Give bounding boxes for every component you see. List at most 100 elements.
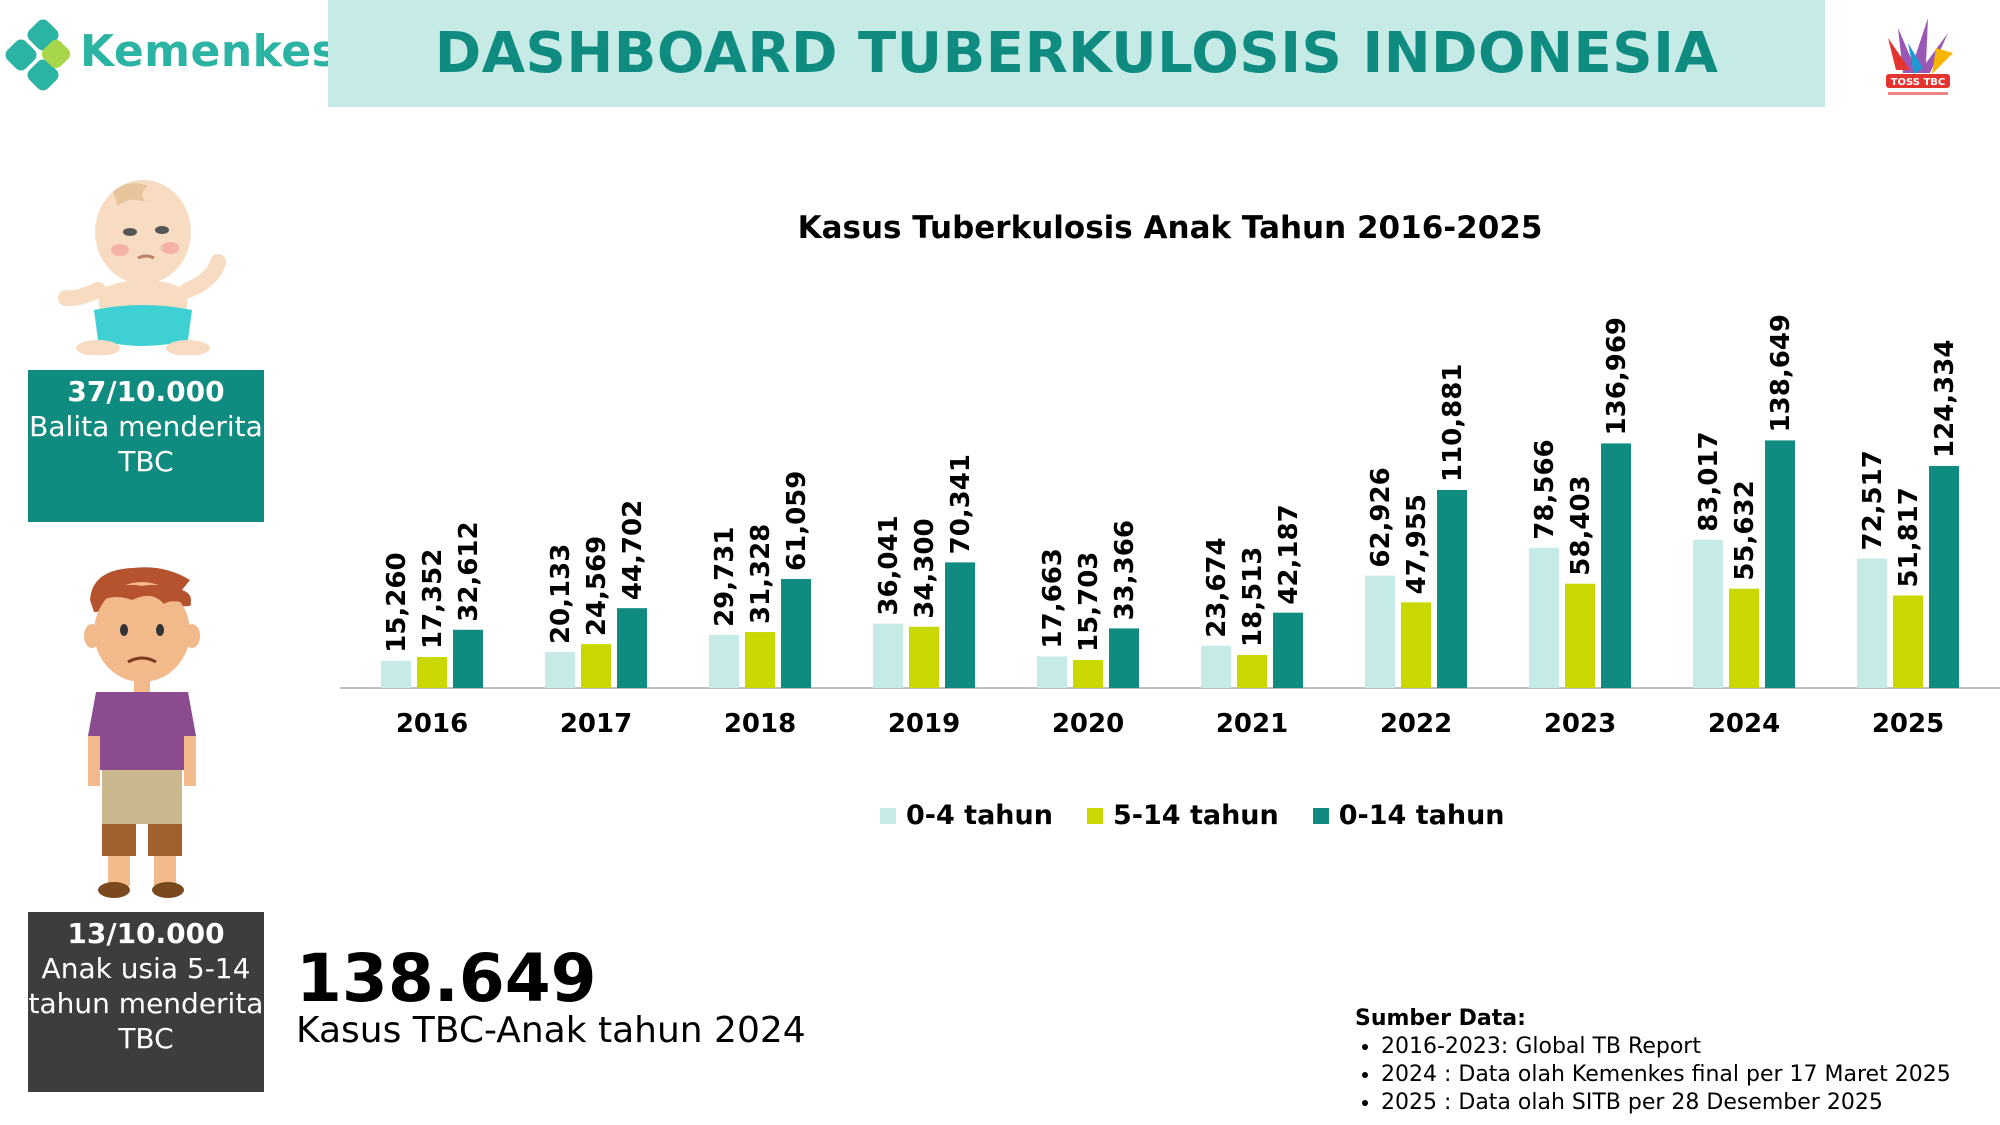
- bar-0-4-tahun-2018: [709, 634, 739, 688]
- baby-illustration: [58, 180, 226, 355]
- data-label: 17,352: [418, 549, 448, 649]
- balita-rate: 37/10.000: [67, 375, 225, 408]
- data-label: 72,517: [1858, 450, 1888, 550]
- legend-label: 5-14 tahun: [1112, 800, 1279, 831]
- child-illustration: [84, 567, 200, 898]
- data-label: 29,731: [710, 527, 740, 627]
- data-label: 32,612: [454, 521, 484, 621]
- bar-5-14-tahun-2020: [1073, 659, 1103, 688]
- bar-0-4-tahun-2023: [1529, 547, 1559, 688]
- data-label: 15,260: [382, 552, 412, 652]
- data-label: 124,334: [1930, 340, 1960, 458]
- data-label: 15,703: [1074, 552, 1104, 652]
- legend-label: 0-4 tahun: [906, 800, 1053, 831]
- anak-description: Anak usia 5-14 tahun menderita TBC: [28, 952, 264, 1055]
- bar-0-14-tahun-2023: [1601, 443, 1631, 688]
- data-label: 42,187: [1274, 504, 1304, 604]
- bar-5-14-tahun-2021: [1237, 654, 1267, 688]
- x-tick-label: 2016: [396, 709, 468, 739]
- bar-0-4-tahun-2024: [1693, 539, 1723, 688]
- legend-label: 0-14 tahun: [1338, 800, 1505, 831]
- legend-swatch: [1086, 807, 1103, 824]
- highlight-caption: Kasus TBC-Anak tahun 2024: [296, 1010, 806, 1051]
- data-label: 47,955: [1402, 494, 1432, 594]
- bar-0-4-tahun-2025: [1857, 558, 1887, 688]
- x-tick-label: 2024: [1708, 709, 1780, 739]
- data-label: 33,366: [1110, 520, 1140, 620]
- data-label: 110,881: [1438, 364, 1468, 482]
- chart-legend: 0-4 tahun 5-14 tahun 0-14 tahun: [880, 800, 1505, 831]
- bar-0-14-tahun-2019: [945, 562, 975, 688]
- bar-0-4-tahun-2016: [381, 660, 411, 688]
- x-tick-label: 2017: [560, 709, 632, 739]
- data-label: 138,649: [1766, 314, 1796, 432]
- bar-5-14-tahun-2024: [1729, 588, 1759, 688]
- bar-5-14-tahun-2019: [909, 626, 939, 688]
- data-label: 34,300: [910, 518, 940, 618]
- bar-5-14-tahun-2025: [1893, 595, 1923, 688]
- data-label: 83,017: [1694, 431, 1724, 531]
- highlight-value: 138.649: [296, 940, 597, 1017]
- data-label: 17,663: [1038, 548, 1068, 648]
- x-tick-label: 2021: [1216, 709, 1288, 739]
- bar-0-4-tahun-2019: [873, 623, 903, 688]
- bar-0-4-tahun-2021: [1201, 645, 1231, 688]
- data-label: 62,926: [1366, 467, 1396, 567]
- bar-0-4-tahun-2022: [1365, 575, 1395, 688]
- data-label: 51,817: [1894, 487, 1924, 587]
- bar-5-14-tahun-2017: [581, 644, 611, 688]
- x-tick-label: 2019: [888, 709, 960, 739]
- kemenkes-logo-icon: [5, 19, 71, 91]
- chart-title: Kasus Tuberkulosis Anak Tahun 2016-2025: [797, 210, 1543, 246]
- data-label: 55,632: [1730, 480, 1760, 580]
- data-label: 70,341: [946, 454, 976, 554]
- bar-0-14-tahun-2016: [453, 629, 483, 688]
- kemenkes-logo: Kemenkes: [0, 0, 338, 110]
- source-list: 2016-2023: Global TB Report 2024 : Data …: [1355, 1033, 1951, 1117]
- bar-0-14-tahun-2021: [1273, 612, 1303, 688]
- bar-0-14-tahun-2020: [1109, 628, 1139, 688]
- x-tick-label: 2020: [1052, 709, 1124, 739]
- data-label: 24,569: [582, 536, 612, 636]
- source-item: 2025 : Data olah SITB per 28 Desember 20…: [1381, 1089, 1951, 1117]
- toss-tbc-label: TOSS TBC: [1891, 77, 1946, 88]
- bar-0-4-tahun-2020: [1037, 656, 1067, 688]
- bar-5-14-tahun-2023: [1565, 583, 1595, 688]
- data-label: 18,513: [1238, 547, 1268, 647]
- bar-0-14-tahun-2025: [1929, 465, 1959, 688]
- brand-name: Kemenkes: [80, 26, 339, 77]
- bar-0-14-tahun-2024: [1765, 440, 1795, 688]
- legend-item-5-14: 5-14 tahun: [1086, 800, 1279, 831]
- legend-item-0-4: 0-4 tahun: [880, 800, 1053, 831]
- legend-item-0-14: 0-14 tahun: [1312, 800, 1505, 831]
- data-label: 78,566: [1530, 439, 1560, 539]
- data-label: 61,059: [782, 471, 812, 571]
- data-source: Sumber Data: 2016-2023: Global TB Report…: [1355, 1005, 1951, 1117]
- source-item: 2024 : Data olah Kemenkes final per 17 M…: [1381, 1061, 1951, 1089]
- anak-rate: 13/10.000: [67, 917, 225, 950]
- x-tick-label: 2025: [1872, 709, 1944, 739]
- x-tick-label: 2022: [1380, 709, 1452, 739]
- data-label: 36,041: [874, 515, 904, 615]
- data-label: 136,969: [1602, 317, 1632, 435]
- data-label: 31,328: [746, 524, 776, 624]
- data-label: 58,403: [1566, 475, 1596, 575]
- bar-5-14-tahun-2022: [1401, 602, 1431, 688]
- bar-0-14-tahun-2018: [781, 578, 811, 688]
- bar-0-14-tahun-2022: [1437, 489, 1467, 688]
- toss-tbc-logo: TOSS TBC: [1886, 18, 1953, 95]
- x-tick-label: 2018: [724, 709, 796, 739]
- data-label: 44,702: [618, 500, 648, 600]
- data-label: 23,674: [1202, 537, 1232, 637]
- balita-description: Balita menderita TBC: [29, 410, 263, 478]
- x-tick-label: 2023: [1544, 709, 1616, 739]
- bar-0-14-tahun-2017: [617, 608, 647, 688]
- bar-5-14-tahun-2016: [417, 657, 447, 688]
- title-bar: DASHBOARD TUBERKULOSIS INDONESIA: [328, 0, 1825, 107]
- data-label: 20,133: [546, 544, 576, 644]
- balita-stat-card: 37/10.000 Balita menderita TBC: [28, 370, 264, 522]
- source-heading: Sumber Data:: [1355, 1006, 1526, 1031]
- legend-swatch: [880, 807, 896, 824]
- bar-chart: 15,260 17,352 32,612 2016 20,133 24,569 44,702…: [340, 314, 2000, 739]
- page-title: DASHBOARD TUBERKULOSIS INDONESIA: [434, 21, 1719, 86]
